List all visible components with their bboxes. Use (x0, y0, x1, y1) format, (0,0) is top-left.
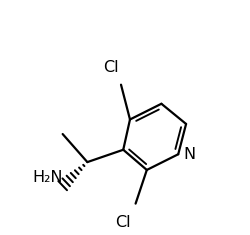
Text: Cl: Cl (103, 60, 118, 74)
Text: Cl: Cl (115, 215, 130, 230)
Text: N: N (183, 147, 195, 162)
Text: H₂N: H₂N (32, 170, 62, 185)
